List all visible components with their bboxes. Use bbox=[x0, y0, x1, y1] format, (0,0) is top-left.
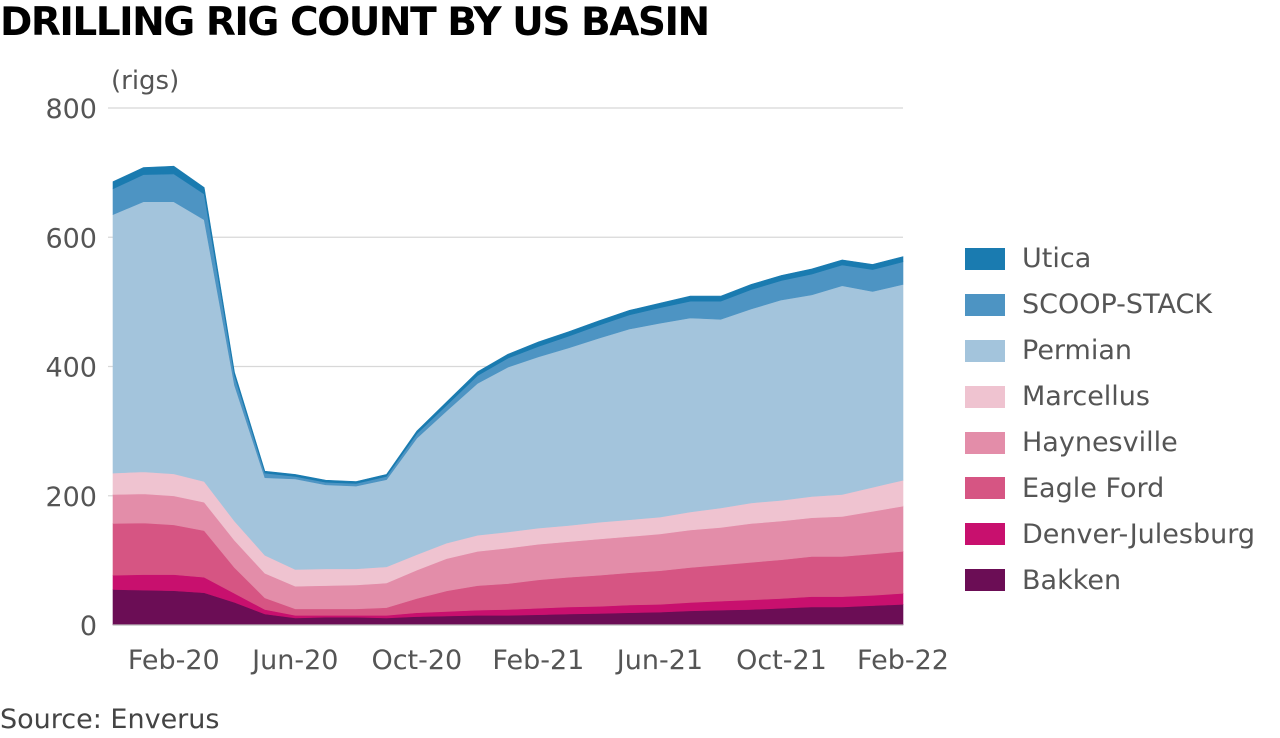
legend-swatch bbox=[965, 293, 1005, 316]
y-tick-label: 200 bbox=[45, 482, 97, 513]
area-utica bbox=[112, 165, 904, 484]
legend-item-utica: Utica bbox=[965, 236, 1255, 282]
legend-swatch bbox=[965, 431, 1005, 454]
legend-label: Marcellus bbox=[1022, 381, 1150, 413]
x-tick-label: Feb-20 bbox=[128, 645, 220, 676]
y-unit-label: (rigs) bbox=[111, 66, 179, 96]
series-areas bbox=[112, 165, 904, 626]
x-tick-label: Oct-20 bbox=[371, 645, 462, 676]
x-tick-label: Feb-21 bbox=[492, 645, 584, 676]
legend-item-marcellus: Marcellus bbox=[965, 374, 1255, 420]
source-note: Source: Enverus bbox=[0, 704, 220, 735]
legend-label: SCOOP-STACK bbox=[1022, 289, 1213, 321]
legend-label: Eagle Ford bbox=[1022, 472, 1165, 504]
x-tick-label: Jun-21 bbox=[615, 645, 703, 676]
x-tick-label: Jun-20 bbox=[250, 645, 338, 676]
legend-label: Utica bbox=[1022, 243, 1092, 275]
x-tick-label: Feb-22 bbox=[857, 645, 949, 676]
legend-swatch bbox=[965, 477, 1005, 500]
legend-item-bakken: Bakken bbox=[965, 557, 1255, 603]
chart-title: DRILLING RIG COUNT BY US BASIN bbox=[0, 0, 710, 45]
legend-label: Haynesville bbox=[1022, 427, 1178, 458]
legend-swatch bbox=[965, 569, 1005, 592]
y-tick-label: 400 bbox=[45, 353, 97, 384]
legend-item-haynesville: Haynesville bbox=[965, 420, 1255, 466]
legend: Utica SCOOP-STACK Permian Marcellus Haynesvi… bbox=[965, 236, 1255, 603]
legend-swatch bbox=[965, 339, 1005, 362]
x-axis: Feb-20 Jun-20 Oct-20 Feb-21 Jun-21 Oct-21 Feb-… bbox=[113, 624, 949, 676]
legend-label: Permian bbox=[1022, 335, 1133, 367]
legend-label: Denver-Julesburg bbox=[1022, 518, 1255, 550]
legend-swatch bbox=[965, 247, 1005, 270]
legend-item-eagle-ford: Eagle Ford bbox=[965, 465, 1255, 511]
legend-item-permian: Permian bbox=[965, 328, 1255, 374]
legend-item-denver-julesburg: Denver-Julesburg bbox=[965, 511, 1255, 557]
y-axis: 0 200 400 600 800 bbox=[45, 94, 97, 642]
x-tick-label: Oct-21 bbox=[736, 645, 827, 676]
y-tick-label: 600 bbox=[45, 223, 97, 254]
legend-label: Bakken bbox=[1022, 564, 1122, 596]
y-tick-label: 0 bbox=[80, 611, 97, 642]
y-tick-label: 800 bbox=[45, 94, 97, 125]
legend-item-scoop-stack: SCOOP-STACK bbox=[965, 282, 1255, 328]
legend-swatch bbox=[965, 385, 1005, 408]
legend-swatch bbox=[965, 523, 1005, 546]
